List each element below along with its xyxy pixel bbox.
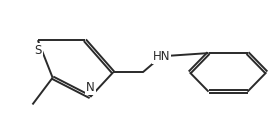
Text: HN: HN (153, 50, 170, 63)
Text: N: N (86, 81, 95, 94)
Text: S: S (34, 44, 41, 57)
